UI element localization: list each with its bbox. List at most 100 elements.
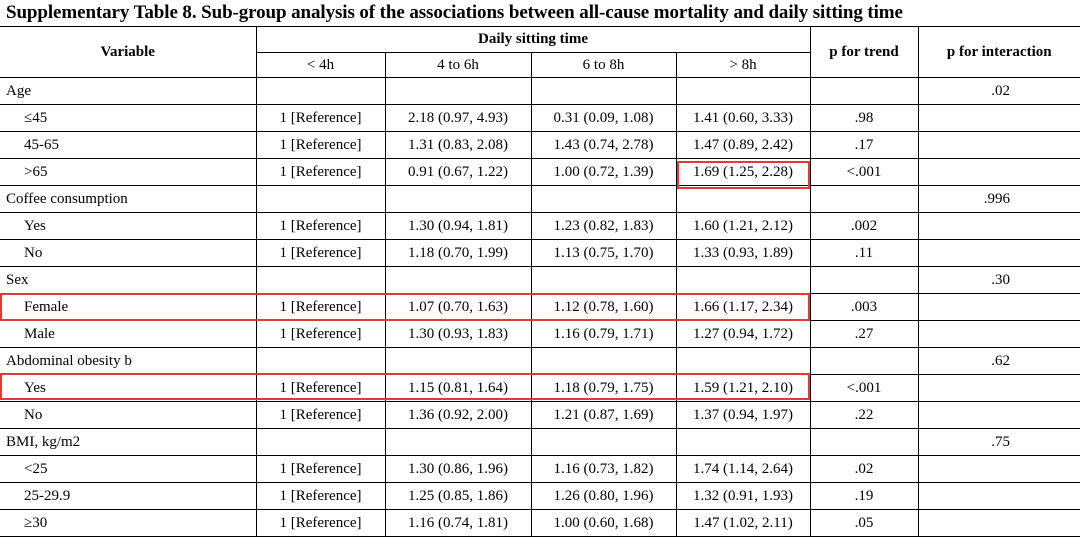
cell-4to6h [384, 428, 532, 456]
row-label: Yes [0, 212, 257, 240]
header-p-interaction: p for interaction [917, 26, 1080, 78]
group-row: Coffee consumption .996 [0, 185, 1080, 213]
cell-gt8h [675, 77, 811, 105]
table-row: >65 1 [Reference] 0.91 (0.67, 1.22) 1.00 (0… [0, 158, 1080, 186]
cell-4to6h: 1.31 (0.83, 2.08) [384, 131, 532, 159]
cell-p-trend [809, 77, 919, 105]
cell-4to6h [384, 266, 532, 294]
cell-gt8h: 1.37 (0.94, 1.97) [675, 401, 811, 429]
cell-gt8h [675, 185, 811, 213]
cell-lt4h [255, 77, 386, 105]
table-row: Female 1 [Reference] 1.07 (0.70, 1.63) 1.12… [0, 293, 1080, 321]
cell-4to6h: 1.07 (0.70, 1.63) [384, 293, 532, 321]
cell-4to6h: 1.30 (0.86, 1.96) [384, 455, 532, 483]
cell-p-interaction [917, 212, 1080, 240]
header-p-trend: p for trend [809, 26, 919, 78]
cell-gt8h: 1.60 (1.21, 2.12) [675, 212, 811, 240]
cell-4to6h [384, 185, 532, 213]
table-row: ≥30 1 [Reference] 1.16 (0.74, 1.81) 1.00 (0… [0, 509, 1080, 537]
cell-lt4h: 1 [Reference] [255, 293, 386, 321]
cell-gt8h: 1.27 (0.94, 1.72) [675, 320, 811, 348]
cell-4to6h: 1.36 (0.92, 2.00) [384, 401, 532, 429]
cell-6to8h: 1.43 (0.74, 2.78) [530, 131, 677, 159]
cell-lt4h: 1 [Reference] [255, 320, 386, 348]
cell-gt8h: 1.41 (0.60, 3.33) [675, 104, 811, 132]
row-label: No [0, 239, 257, 267]
cell-4to6h [384, 77, 532, 105]
cell-p-interaction [917, 293, 1080, 321]
header-col-6to8h: 6 to 8h [530, 52, 677, 78]
cell-p-interaction [917, 104, 1080, 132]
cell-lt4h [255, 266, 386, 294]
cell-gt8h: 1.33 (0.93, 1.89) [675, 239, 811, 267]
cell-6to8h [530, 77, 677, 105]
cell-4to6h: 1.30 (0.93, 1.83) [384, 320, 532, 348]
cell-p-interaction [917, 320, 1080, 348]
cell-gt8h: 1.66 (1.17, 2.34) [675, 293, 811, 321]
cell-6to8h: 1.21 (0.87, 1.69) [530, 401, 677, 429]
table-row: 45-65 1 [Reference] 1.31 (0.83, 2.08) 1.43 … [0, 131, 1080, 159]
row-label: >65 [0, 158, 257, 186]
cell-6to8h [530, 266, 677, 294]
table-row: Male 1 [Reference] 1.30 (0.93, 1.83) 1.16 (… [0, 320, 1080, 348]
cell-p-interaction: .996 [917, 185, 1080, 213]
cell-6to8h: 1.00 (0.60, 1.68) [530, 509, 677, 537]
cell-6to8h: 1.16 (0.79, 1.71) [530, 320, 677, 348]
cell-4to6h: 1.18 (0.70, 1.99) [384, 239, 532, 267]
row-label: <25 [0, 455, 257, 483]
cell-4to6h: 2.18 (0.97, 4.93) [384, 104, 532, 132]
cell-lt4h [255, 347, 386, 375]
header-variable: Variable [0, 26, 257, 78]
header-col-gt8h: > 8h [675, 52, 810, 78]
row-label: Abdominal obesity b [0, 347, 257, 375]
cell-6to8h: 1.16 (0.73, 1.82) [530, 455, 677, 483]
table-row: <25 1 [Reference] 1.30 (0.86, 1.96) 1.16 (0… [0, 455, 1080, 483]
cell-gt8h: 1.47 (0.89, 2.42) [675, 131, 811, 159]
cell-gt8h: 1.59 (1.21, 2.10) [675, 374, 811, 402]
cell-6to8h [530, 185, 677, 213]
group-row: Age .02 [0, 77, 1080, 105]
cell-lt4h: 1 [Reference] [255, 482, 386, 510]
cell-4to6h: 0.91 (0.67, 1.22) [384, 158, 532, 186]
cell-gt8h: 1.47 (1.02, 2.11) [675, 509, 811, 537]
cell-gt8h [675, 428, 811, 456]
table-title: Supplementary Table 8. Sub-group analysi… [6, 2, 903, 23]
cell-p-interaction [917, 158, 1080, 186]
cell-p-trend: .02 [809, 455, 919, 483]
header-col-lt4h: < 4h [256, 52, 386, 78]
row-label: No [0, 401, 257, 429]
cell-p-interaction [917, 401, 1080, 429]
cell-4to6h: 1.30 (0.94, 1.81) [384, 212, 532, 240]
header-col-4to6h: 4 to 6h [384, 52, 532, 78]
row-label: Age [0, 77, 257, 105]
cell-p-interaction [917, 239, 1080, 267]
cell-gt8h [675, 266, 811, 294]
cell-p-interaction: .75 [917, 428, 1080, 456]
cell-gt8h: 1.69 (1.25, 2.28) [675, 158, 811, 186]
cell-p-trend: .98 [809, 104, 919, 132]
cell-6to8h [530, 428, 677, 456]
cell-lt4h: 1 [Reference] [255, 455, 386, 483]
cell-p-trend [809, 347, 919, 375]
table-row: No 1 [Reference] 1.36 (0.92, 2.00) 1.21 (0.… [0, 401, 1080, 429]
table-row: ≤45 1 [Reference] 2.18 (0.97, 4.93) 0.31 (0… [0, 104, 1080, 132]
cell-p-trend: .05 [809, 509, 919, 537]
cell-p-interaction [917, 455, 1080, 483]
cell-p-interaction [917, 374, 1080, 402]
group-row: Sex .30 [0, 266, 1080, 294]
cell-p-trend: .22 [809, 401, 919, 429]
cell-lt4h: 1 [Reference] [255, 239, 386, 267]
cell-4to6h: 1.16 (0.74, 1.81) [384, 509, 532, 537]
cell-6to8h: 0.31 (0.09, 1.08) [530, 104, 677, 132]
table-row: 25-29.9 1 [Reference] 1.25 (0.85, 1.86) 1.2… [0, 482, 1080, 510]
cell-4to6h: 1.25 (0.85, 1.86) [384, 482, 532, 510]
header-daily-sitting-time: Daily sitting time [255, 26, 811, 53]
cell-gt8h: 1.74 (1.14, 2.64) [675, 455, 811, 483]
row-label: Female [0, 293, 257, 321]
table-row: No 1 [Reference] 1.18 (0.70, 1.99) 1.13 (0.… [0, 239, 1080, 267]
cell-6to8h: 1.18 (0.79, 1.75) [530, 374, 677, 402]
cell-p-trend: .002 [809, 212, 919, 240]
row-label: ≤45 [0, 104, 257, 132]
cell-lt4h: 1 [Reference] [255, 374, 386, 402]
cell-p-trend [809, 428, 919, 456]
